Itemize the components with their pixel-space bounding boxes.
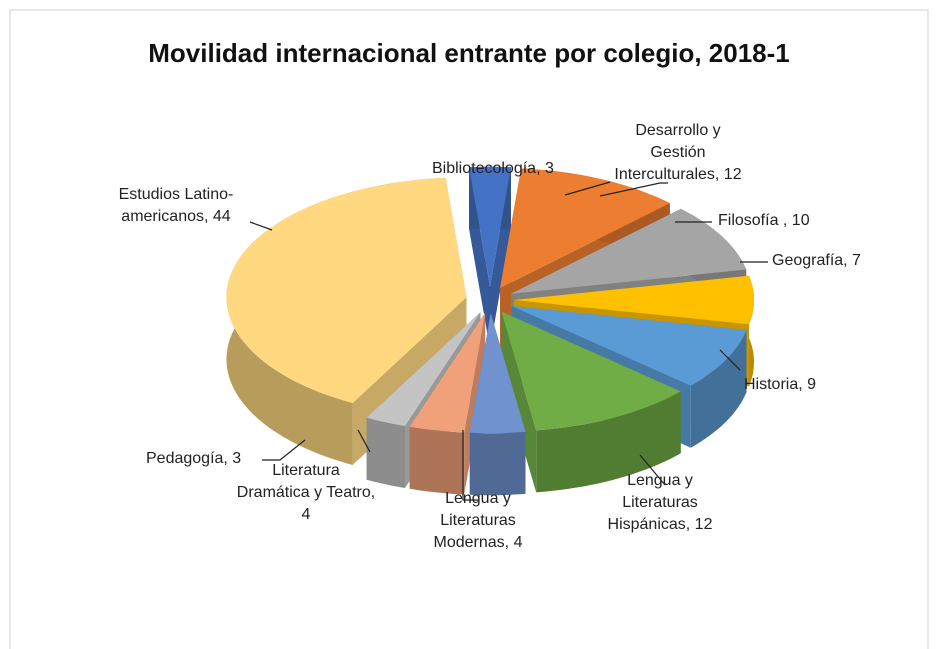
data-label: Filosofía , 10: [718, 212, 810, 229]
data-label: Pedagogía, 3: [146, 450, 242, 467]
slice-side: [366, 417, 405, 488]
chart-title: Movilidad internacional entrante por col…: [148, 38, 790, 68]
data-label: Lengua y Literaturas Modernas, 4: [433, 490, 523, 551]
data-label: Lengua y Literaturas Hispánicas, 12: [607, 472, 713, 533]
slice: [469, 313, 526, 496]
slice-top: [226, 177, 467, 403]
slice-top: [511, 305, 747, 386]
slice-side: [536, 391, 681, 493]
slice-top: [366, 312, 481, 426]
data-label: Historia, 9: [744, 376, 817, 393]
data-label: Geografía, 7: [772, 252, 861, 269]
slice: [501, 311, 681, 493]
data-label: Bibliotecología, 3: [432, 160, 554, 177]
slice-top: [469, 166, 511, 287]
slice-side: [409, 426, 465, 495]
slice-top: [501, 311, 681, 431]
slice-side: [690, 330, 747, 448]
slice-top: [500, 168, 670, 288]
slice-wall: [501, 311, 537, 493]
slice-top: [514, 275, 754, 325]
data-label: Literatura Dramática y Teatro, 4: [236, 462, 376, 523]
frame: [9, 9, 929, 649]
data-label: Estudios Latino- americanos, 44: [118, 186, 234, 225]
leader-lines: [249, 181, 768, 501]
data-label: Desarrollo y Gestión Interculturales, 12: [614, 122, 742, 183]
slice-top: [409, 312, 486, 433]
slice: [409, 312, 486, 495]
slice-side: [469, 431, 526, 496]
slice-top: [511, 208, 747, 294]
slice-top: [469, 313, 526, 434]
slice: [469, 166, 511, 349]
